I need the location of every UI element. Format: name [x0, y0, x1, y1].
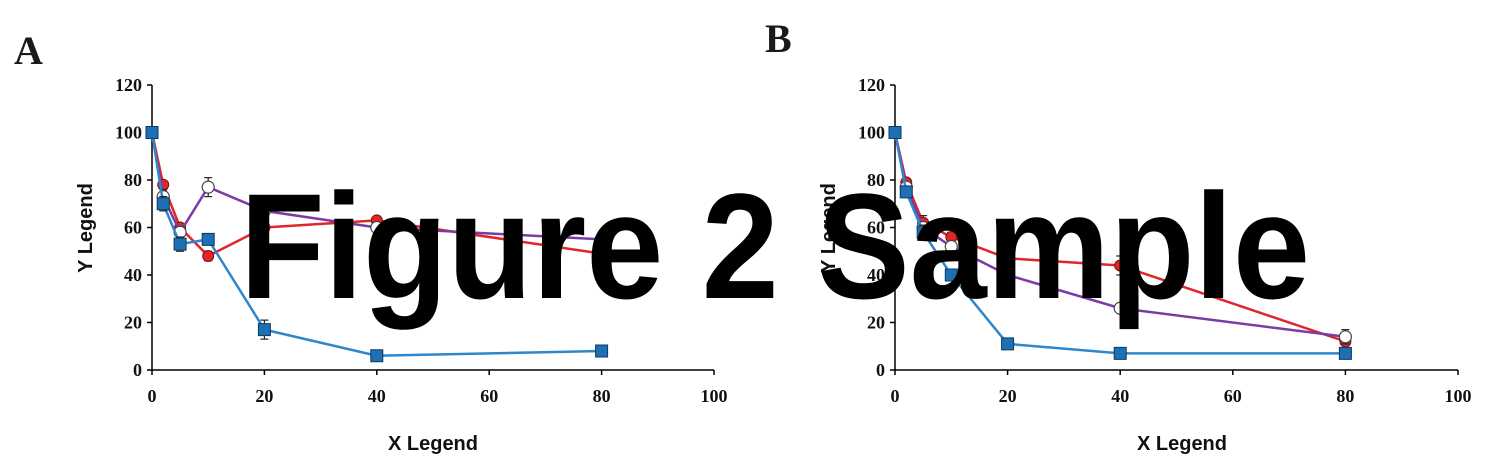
x-tick-label: 20 [999, 386, 1017, 406]
y-tick-label: 20 [124, 313, 142, 333]
data-point [1113, 301, 1127, 315]
data-point [595, 247, 608, 260]
data-point [201, 180, 215, 194]
data-point [916, 225, 930, 239]
panel-letter: A [14, 28, 43, 73]
y-tick-label: 80 [867, 170, 885, 190]
y-tick-label: 0 [133, 360, 142, 380]
y-tick-label: 0 [876, 360, 885, 380]
y-tick-label: 120 [858, 75, 885, 95]
y-tick-label: 100 [858, 123, 885, 143]
watermark-text: Figure 2 Sample [240, 162, 1310, 330]
x-tick-label: 20 [255, 386, 273, 406]
x-tick-label: 40 [1111, 386, 1129, 406]
panel-b: B 0 20 40 60 80 100 120 0 20 40 60 80 100 X Legend Y Le… [765, 16, 1472, 455]
data-point [201, 232, 215, 246]
data-point [1338, 346, 1352, 360]
data-point [173, 237, 187, 251]
data-point [594, 232, 609, 246]
data-point [370, 349, 384, 363]
x-tick-label: 0 [891, 386, 900, 406]
data-point [156, 197, 170, 211]
data-point [202, 250, 215, 262]
data-point [944, 268, 958, 282]
series-blue [888, 126, 1352, 360]
x-axis-title: X Legend [388, 433, 478, 455]
data-point [1114, 259, 1127, 272]
x-tick-label: 80 [593, 386, 611, 406]
y-tick-label: 100 [115, 123, 142, 143]
y-tick-label: 60 [867, 218, 885, 238]
data-point [1113, 346, 1127, 360]
data-point [258, 221, 271, 234]
data-point [1338, 330, 1353, 344]
y-axis-title: Y Legend [818, 183, 840, 273]
y-tick-label: 40 [124, 265, 142, 285]
data-point [944, 239, 958, 254]
x-tick-label: 100 [1445, 386, 1472, 406]
x-axis-title: X Legend [1137, 433, 1227, 455]
panel-letter: B [765, 16, 792, 61]
x-tick-label: 60 [480, 386, 498, 406]
x-tick-label: 60 [1224, 386, 1242, 406]
x-tick-label: 100 [701, 386, 728, 406]
panel-a: A 0 20 40 60 80 100 120 0 20 40 60 80 100 X Legend Y Le… [14, 28, 728, 455]
x-tick-label: 40 [368, 386, 386, 406]
x-tick-label: 0 [148, 386, 157, 406]
data-point [888, 126, 902, 139]
y-tick-label: 40 [867, 265, 885, 285]
data-point [1000, 268, 1015, 282]
data-point [1001, 337, 1015, 351]
data-point [370, 220, 384, 235]
data-point [595, 344, 609, 358]
data-point [145, 126, 159, 139]
y-tick-label: 60 [124, 218, 142, 238]
data-point [257, 204, 271, 218]
y-tick-label: 20 [867, 313, 885, 333]
series-blue [145, 126, 609, 363]
data-point [257, 323, 271, 337]
y-axis-title: Y Legend [75, 183, 97, 273]
y-tick-label: 120 [115, 75, 142, 95]
y-tick-label: 80 [124, 170, 142, 190]
data-point [899, 185, 913, 199]
x-tick-label: 80 [1336, 386, 1354, 406]
